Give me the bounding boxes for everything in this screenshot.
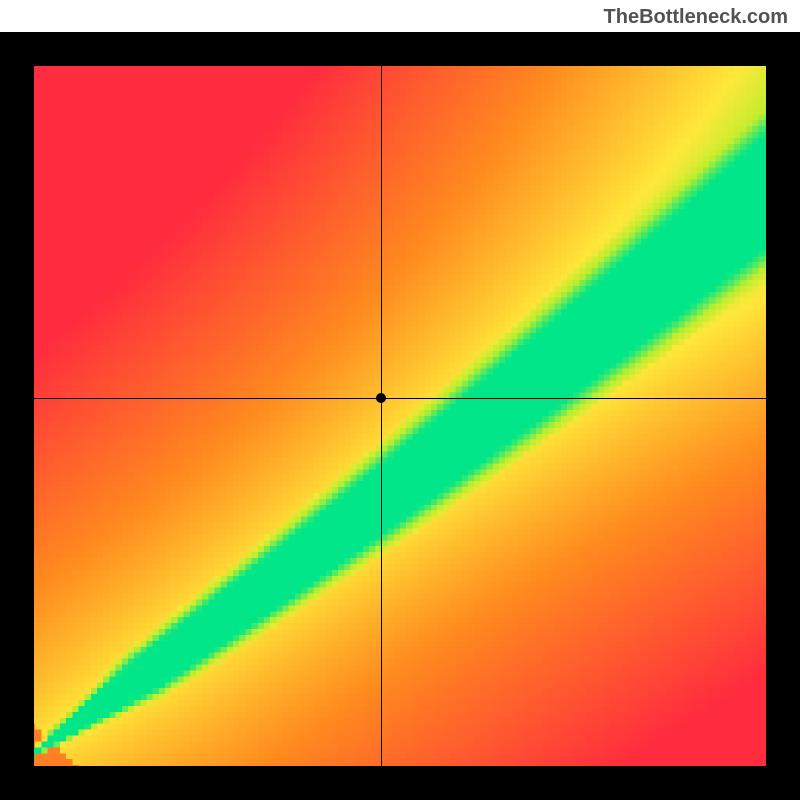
- plot-inner-border: [29, 61, 771, 771]
- chart-container: TheBottleneck.com: [0, 0, 800, 800]
- crosshair-marker: [376, 393, 386, 403]
- watermark-text: TheBottleneck.com: [604, 6, 788, 29]
- crosshair-vertical: [381, 61, 382, 771]
- crosshair-horizontal: [29, 398, 771, 399]
